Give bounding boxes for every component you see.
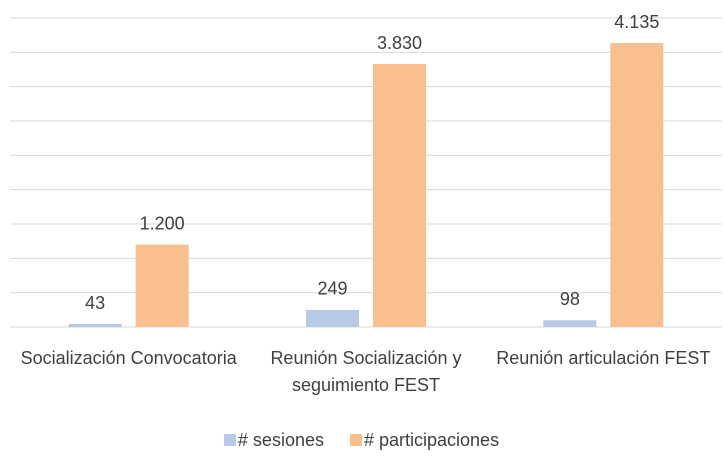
x-tick-label: Reunión Socialización y seguimiento FEST: [270, 348, 462, 395]
legend-label: # sesiones: [238, 430, 324, 450]
data-label: 1.200: [140, 213, 185, 233]
data-label: 98: [560, 289, 580, 309]
data-label: 3.830: [377, 33, 422, 53]
data-label: 249: [317, 279, 347, 299]
data-label: 4.135: [614, 12, 659, 32]
bar: [68, 324, 122, 327]
bar: [306, 309, 359, 327]
legend-swatch: [223, 434, 236, 446]
x-tick-label: Socialización Convocatoria: [20, 348, 237, 368]
x-tick-label: Reunión articulación FEST: [496, 348, 711, 368]
legend-label: # participaciones: [364, 430, 499, 450]
bar: [135, 244, 189, 327]
bar: [610, 43, 664, 328]
legend-swatch: [349, 434, 362, 446]
data-label: 43: [85, 293, 105, 313]
bar: [543, 320, 597, 327]
bar: [373, 64, 426, 328]
